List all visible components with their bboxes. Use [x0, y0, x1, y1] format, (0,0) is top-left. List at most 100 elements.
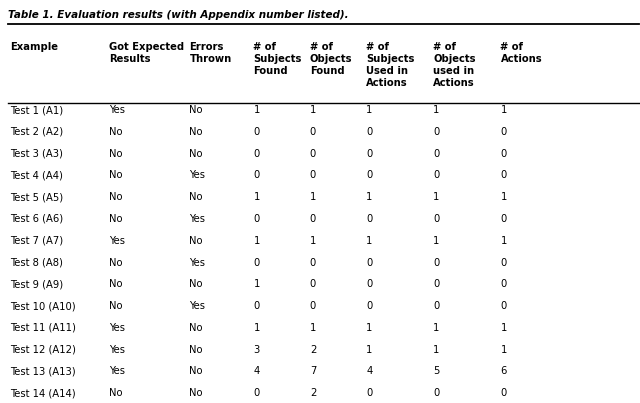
Text: 0: 0 [366, 214, 372, 224]
Text: 1: 1 [500, 236, 507, 246]
Text: 1: 1 [310, 323, 316, 333]
Text: No: No [189, 149, 203, 159]
Text: Yes: Yes [189, 170, 205, 181]
Text: No: No [109, 258, 123, 268]
Text: Test 13 (A13): Test 13 (A13) [10, 366, 76, 376]
Text: 1: 1 [433, 236, 440, 246]
Text: Test 3 (A3): Test 3 (A3) [10, 149, 63, 159]
Text: Errors
Thrown: Errors Thrown [189, 42, 232, 64]
Text: 1: 1 [433, 323, 440, 333]
Text: 1: 1 [253, 105, 260, 115]
Text: No: No [189, 323, 203, 333]
Text: 0: 0 [500, 149, 507, 159]
Text: 4: 4 [253, 366, 260, 376]
Text: 1: 1 [366, 192, 372, 202]
Text: 1: 1 [500, 323, 507, 333]
Text: No: No [109, 149, 123, 159]
Text: No: No [109, 127, 123, 137]
Text: Example: Example [10, 42, 58, 52]
Text: No: No [109, 388, 123, 398]
Text: 0: 0 [500, 214, 507, 224]
Text: 0: 0 [366, 301, 372, 311]
Text: 0: 0 [310, 214, 316, 224]
Text: 0: 0 [366, 127, 372, 137]
Text: # of
Objects
used in
Actions: # of Objects used in Actions [433, 42, 476, 88]
Text: Test 5 (A5): Test 5 (A5) [10, 192, 63, 202]
Text: 0: 0 [500, 258, 507, 268]
Text: 0: 0 [433, 170, 440, 181]
Text: Test 1 (A1): Test 1 (A1) [10, 105, 63, 115]
Text: 0: 0 [253, 149, 260, 159]
Text: Test 6 (A6): Test 6 (A6) [10, 214, 63, 224]
Text: 0: 0 [253, 170, 260, 181]
Text: 0: 0 [433, 301, 440, 311]
Text: 1: 1 [253, 323, 260, 333]
Text: No: No [189, 366, 203, 376]
Text: Test 11 (A11): Test 11 (A11) [10, 323, 76, 333]
Text: 4: 4 [366, 366, 372, 376]
Text: 0: 0 [310, 301, 316, 311]
Text: 0: 0 [253, 127, 260, 137]
Text: 1: 1 [253, 192, 260, 202]
Text: 1: 1 [366, 105, 372, 115]
Text: Yes: Yes [109, 366, 125, 376]
Text: 0: 0 [433, 258, 440, 268]
Text: No: No [109, 170, 123, 181]
Text: No: No [189, 236, 203, 246]
Text: 1: 1 [500, 192, 507, 202]
Text: 0: 0 [310, 170, 316, 181]
Text: # of
Actions: # of Actions [500, 42, 542, 64]
Text: No: No [189, 388, 203, 398]
Text: 0: 0 [366, 149, 372, 159]
Text: No: No [189, 192, 203, 202]
Text: 0: 0 [433, 388, 440, 398]
Text: 0: 0 [500, 388, 507, 398]
Text: 0: 0 [253, 301, 260, 311]
Text: No: No [189, 345, 203, 355]
Text: No: No [189, 127, 203, 137]
Text: Test 12 (A12): Test 12 (A12) [10, 345, 76, 355]
Text: 0: 0 [500, 279, 507, 289]
Text: 0: 0 [366, 279, 372, 289]
Text: Test 4 (A4): Test 4 (A4) [10, 170, 63, 181]
Text: 0: 0 [500, 170, 507, 181]
Text: 0: 0 [310, 149, 316, 159]
Text: 2: 2 [310, 388, 316, 398]
Text: 0: 0 [366, 388, 372, 398]
Text: 1: 1 [366, 345, 372, 355]
Text: 1: 1 [433, 105, 440, 115]
Text: 0: 0 [433, 214, 440, 224]
Text: 3: 3 [253, 345, 260, 355]
Text: 0: 0 [366, 170, 372, 181]
Text: Test 7 (A7): Test 7 (A7) [10, 236, 63, 246]
Text: Test 9 (A9): Test 9 (A9) [10, 279, 63, 289]
Text: No: No [109, 279, 123, 289]
Text: 1: 1 [253, 279, 260, 289]
Text: No: No [109, 192, 123, 202]
Text: 1: 1 [366, 323, 372, 333]
Text: No: No [189, 279, 203, 289]
Text: 0: 0 [310, 279, 316, 289]
Text: 0: 0 [500, 301, 507, 311]
Text: 0: 0 [253, 388, 260, 398]
Text: Yes: Yes [109, 345, 125, 355]
Text: # of
Subjects
Found: # of Subjects Found [253, 42, 302, 76]
Text: No: No [109, 214, 123, 224]
Text: 0: 0 [253, 214, 260, 224]
Text: Yes: Yes [109, 323, 125, 333]
Text: 0: 0 [253, 258, 260, 268]
Text: 1: 1 [366, 236, 372, 246]
Text: # of
Subjects
Used in
Actions: # of Subjects Used in Actions [366, 42, 415, 88]
Text: 2: 2 [310, 345, 316, 355]
Text: Yes: Yes [109, 105, 125, 115]
Text: 0: 0 [310, 127, 316, 137]
Text: 1: 1 [310, 192, 316, 202]
Text: Got Expected
Results: Got Expected Results [109, 42, 184, 64]
Text: No: No [109, 301, 123, 311]
Text: 1: 1 [310, 105, 316, 115]
Text: # of
Objects
Found: # of Objects Found [310, 42, 352, 76]
Text: 1: 1 [310, 236, 316, 246]
Text: Yes: Yes [109, 236, 125, 246]
Text: Table 1. Evaluation results (with Appendix number listed).: Table 1. Evaluation results (with Append… [8, 10, 348, 20]
Text: 1: 1 [500, 345, 507, 355]
